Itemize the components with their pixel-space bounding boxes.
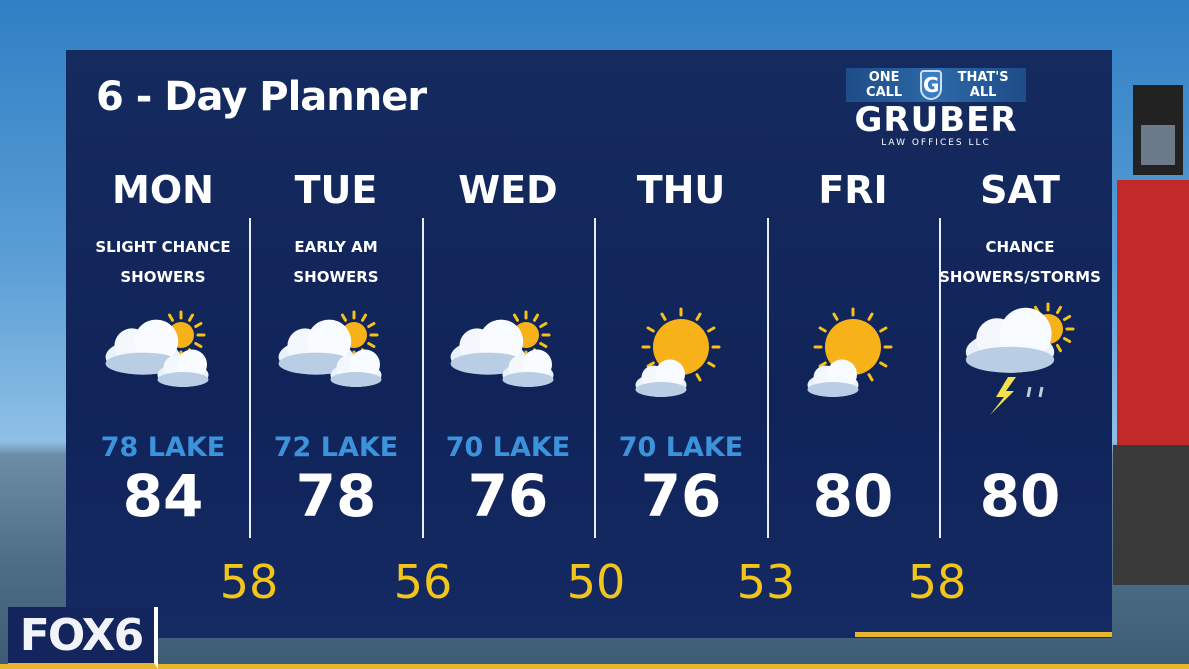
lake-temp: 72 LAKE — [273, 432, 399, 463]
day-name: MON — [112, 168, 214, 212]
day-name: SAT — [980, 168, 1060, 212]
ticker-bar — [0, 664, 1189, 669]
shield-icon: G — [920, 70, 943, 100]
lake-temp: 70 LAKE — [618, 432, 744, 463]
sponsor-logo: ONE CALL G THAT'S ALL GRUBER LAW OFFICES L… — [846, 66, 1026, 148]
sponsor-tagline-right: THAT'S ALL — [957, 70, 1009, 100]
lighthouse-image — [1113, 85, 1189, 585]
high-temp: 76 — [640, 462, 722, 530]
sponsor-tagline-left: ONE CALL — [866, 70, 903, 100]
day-column-mon: MON SLIGHT CHANCE SHOWERS 78 LAKE 84 — [77, 168, 249, 526]
accent-bar — [855, 632, 1112, 637]
high-temp: 80 — [812, 462, 894, 530]
high-temp: 84 — [122, 462, 204, 530]
low-temp: 58 — [219, 555, 279, 609]
day-description: EARLY AM SHOWERS — [293, 238, 379, 286]
sponsor-sub: LAW OFFICES LLC — [881, 138, 991, 148]
day-description: CHANCE SHOWERS/STORMS — [939, 238, 1101, 286]
partly-cloudy-icon — [422, 292, 594, 432]
lake-temp: 70 LAKE — [445, 432, 571, 463]
low-temp: 56 — [393, 555, 453, 609]
column-divider — [939, 218, 941, 538]
day-column-tue: TUE EARLY AM SHOWERS 72 LAKE 78 — [250, 168, 422, 526]
low-temp: 58 — [907, 555, 967, 609]
forecast-panel: 6 - Day Planner ONE CALL G THAT'S ALL GRUB… — [66, 50, 1112, 638]
day-description — [595, 232, 767, 292]
page-title: 6 - Day Planner — [96, 74, 427, 120]
low-temp: 53 — [736, 555, 796, 609]
day-description — [422, 232, 594, 292]
station-logo: FOX6 — [8, 607, 158, 669]
day-column-sat: SAT CHANCE SHOWERS/STORMS 80 — [934, 168, 1106, 526]
column-divider — [594, 218, 596, 538]
day-column-wed: WED 70 LAKE 76 — [422, 168, 594, 526]
column-divider — [422, 218, 424, 538]
day-column-fri: FRI 80 — [767, 168, 939, 526]
thunderstorm-icon — [934, 292, 1106, 432]
day-name: FRI — [818, 168, 888, 212]
lake-temp: 78 LAKE — [100, 432, 226, 463]
lake-temp — [767, 432, 939, 466]
day-name: WED — [458, 168, 558, 212]
column-divider — [249, 218, 251, 538]
low-temp: 50 — [566, 555, 626, 609]
day-name: THU — [636, 168, 726, 212]
sponsor-name: GRUBER — [854, 100, 1018, 140]
mostly-sunny-icon — [767, 292, 939, 432]
mostly-sunny-icon — [595, 292, 767, 432]
high-temp: 78 — [295, 462, 377, 530]
high-temp: 80 — [979, 462, 1061, 530]
partly-cloudy-icon — [77, 292, 249, 432]
day-description: SLIGHT CHANCE SHOWERS — [95, 238, 231, 286]
column-divider — [767, 218, 769, 538]
day-name: TUE — [294, 168, 378, 212]
day-description — [767, 232, 939, 292]
lake-temp — [934, 432, 1106, 466]
partly-cloudy-icon — [250, 292, 422, 432]
high-temp: 76 — [467, 462, 549, 530]
day-column-thu: THU 70 LAKE 76 — [595, 168, 767, 526]
